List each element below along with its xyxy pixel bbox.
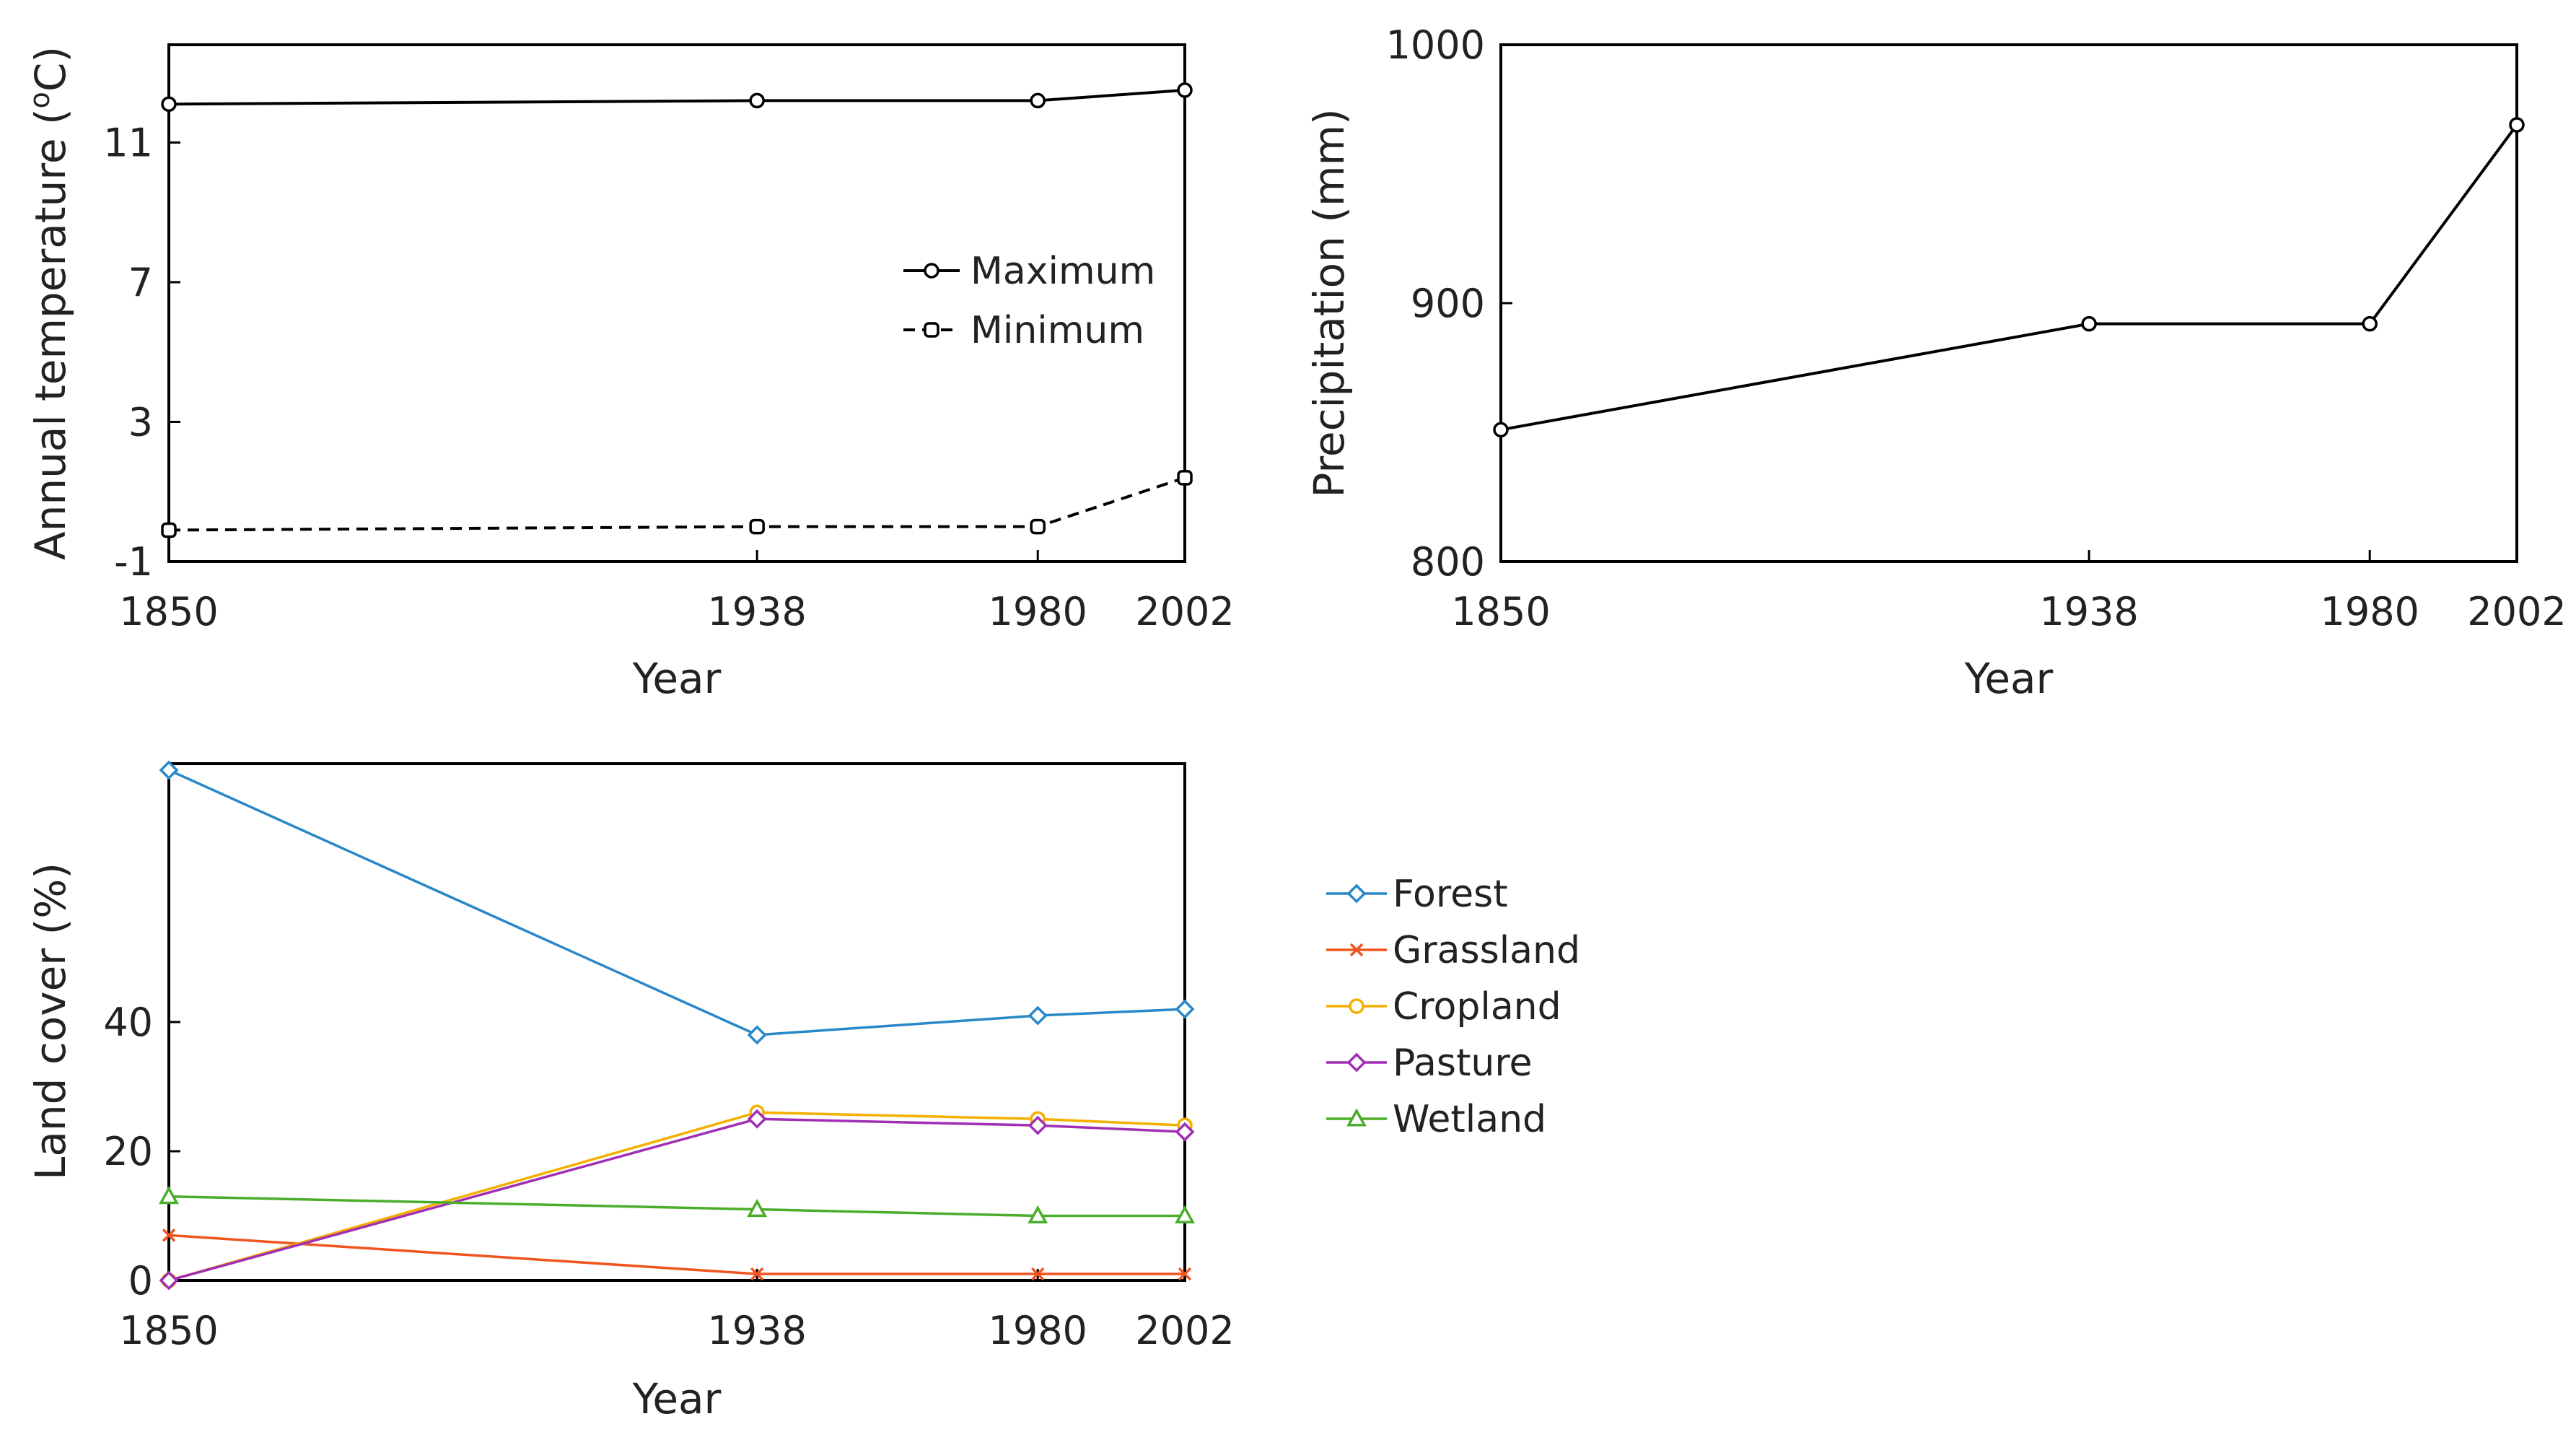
- landcover-wetland-point: [747, 1198, 768, 1218]
- legend-grassland-label: Grassland: [1393, 929, 1580, 972]
- precipitation-xtick-label: 1980: [2320, 589, 2419, 634]
- temperature-minimum-line: [168, 476, 1186, 532]
- landcover-grassland-line: [168, 1234, 1185, 1275]
- precipitation-ytick-label: 800: [1411, 539, 1485, 585]
- landcover-forest-point: [159, 760, 179, 780]
- landcover-pasture-point: [159, 1270, 179, 1291]
- temperature-maximum-point: [161, 96, 177, 112]
- precipitation-ytick-label: 1000: [1386, 22, 1485, 68]
- temperature-x-axis-label: Year: [632, 654, 722, 703]
- temperature-chart: -1 3 7 11 1850 1938 1980 2002 Year Annual temp…: [24, 43, 1235, 703]
- precipitation-precipitation-point: [2509, 117, 2525, 133]
- landcover-pasture-point: [747, 1109, 767, 1129]
- temperature-minimum-point: [1030, 518, 1046, 535]
- precipitation-precipitation-point: [2081, 315, 2097, 332]
- precipitation-precipitation-point: [2362, 315, 2378, 332]
- landcover-xtick-label: 2002: [1135, 1308, 1234, 1353]
- legend-pasture-marker: [1346, 1052, 1367, 1073]
- temperature-maximum-point: [749, 92, 765, 109]
- precipitation-xtick-label: 1938: [2039, 589, 2138, 634]
- precipitation-ytick-label: 900: [1411, 281, 1485, 326]
- temperature-y-axis-label: Annual temperature (oC): [24, 46, 75, 560]
- landcover-xtick-label: 1980: [988, 1308, 1087, 1353]
- temperature-ytick-label: -1: [114, 539, 153, 585]
- temperature-maximum-point: [1030, 92, 1046, 109]
- temperature-minimum-point: [749, 518, 765, 535]
- landcover-forest-line: [168, 769, 1186, 1036]
- legend-minimum-label: Minimum: [971, 309, 1144, 352]
- precipitation-xtick-label: 1850: [1451, 589, 1550, 634]
- temperature-y-axis-label-prefix: Annual temperature (: [26, 108, 75, 560]
- legend-pasture-label: Pasture: [1393, 1042, 1533, 1085]
- precipitation-plot-frame: [1499, 43, 2518, 563]
- temperature-ytick-label: 7: [128, 260, 153, 305]
- temperature-maximum-point: [1177, 82, 1193, 98]
- landcover-y-axis-label: Land cover (%): [26, 863, 75, 1180]
- temperature-xtick-label: 1938: [707, 589, 806, 634]
- landcover-xtick-label: 1850: [119, 1308, 218, 1353]
- landcover-forest-point: [1175, 999, 1195, 1019]
- landcover-pasture-point: [1028, 1115, 1048, 1135]
- legend-maximum-marker: [924, 263, 939, 279]
- landcover-plot-frame: [167, 762, 1186, 1282]
- temperature-ytick-label: 11: [103, 120, 153, 165]
- precipitation-chart: 800 900 1000 1850 1938 1980 2002 Year Precipi…: [1305, 22, 2567, 703]
- landcover-wetland-point: [1028, 1205, 1048, 1224]
- legend-minimum-marker: [924, 322, 939, 338]
- temperature-legend: Maximum Minimum: [903, 250, 1155, 352]
- temperature-xtick-label: 2002: [1135, 589, 1234, 634]
- landcover-cropland-line: [168, 1111, 1186, 1282]
- temperature-ytick-label: 3: [128, 399, 153, 445]
- landcover-x-axis-label: Year: [632, 1374, 722, 1423]
- landcover-forest-point: [1028, 1005, 1048, 1026]
- temperature-plot-frame: [167, 43, 1186, 563]
- precipitation-precipitation-line: [1500, 123, 2518, 432]
- temperature-xtick-label: 1980: [988, 589, 1087, 634]
- landcover-wetland-point: [159, 1186, 179, 1205]
- precipitation-x-axis-label: Year: [1964, 654, 2054, 703]
- legend-wetland-marker: [1346, 1108, 1367, 1127]
- landcover-grassland-point: [1178, 1267, 1192, 1281]
- legend-cropland-marker: [1349, 998, 1364, 1014]
- landcover-legend: Forest Grassland Cropland Pasture Wetland: [1326, 873, 1580, 1141]
- landcover-pasture-line: [168, 1117, 1186, 1282]
- landcover-pasture-point: [1175, 1122, 1195, 1142]
- landcover-ytick-label: 40: [103, 1000, 153, 1045]
- precipitation-y-axis-label: Precipitation (mm): [1305, 108, 1354, 497]
- legend-maximum-label: Maximum: [971, 250, 1155, 293]
- temperature-y-axis-label-degree: o: [24, 92, 56, 108]
- temperature-minimum-point: [161, 522, 177, 538]
- legend-forest-marker: [1346, 883, 1367, 904]
- landcover-wetland-point: [1175, 1205, 1195, 1224]
- temperature-maximum-line: [168, 88, 1186, 106]
- landcover-xtick-label: 1938: [707, 1308, 806, 1353]
- precipitation-xtick-label: 2002: [2467, 589, 2566, 634]
- legend-grassland-marker: [1349, 943, 1364, 957]
- landcover-wetland-line: [168, 1195, 1185, 1218]
- precipitation-precipitation-point: [1493, 422, 1509, 438]
- landcover-chart: 0 20 40 1850 1938 1980 2002 Year Land cover (…: [26, 760, 1580, 1423]
- temperature-y-axis-label-suffix: C): [26, 46, 75, 92]
- landcover-grassland-point: [162, 1228, 176, 1242]
- landcover-grassland-point: [1030, 1267, 1045, 1281]
- legend-wetland-label: Wetland: [1393, 1098, 1546, 1141]
- temperature-minimum-point: [1177, 470, 1193, 486]
- legend-forest-label: Forest: [1393, 873, 1508, 916]
- legend-cropland-label: Cropland: [1393, 985, 1561, 1029]
- landcover-grassland-point: [750, 1267, 764, 1281]
- landcover-ytick-label: 0: [128, 1258, 153, 1304]
- landcover-ytick-label: 20: [103, 1129, 153, 1174]
- temperature-xtick-label: 1850: [119, 589, 218, 634]
- landcover-forest-point: [747, 1025, 767, 1045]
